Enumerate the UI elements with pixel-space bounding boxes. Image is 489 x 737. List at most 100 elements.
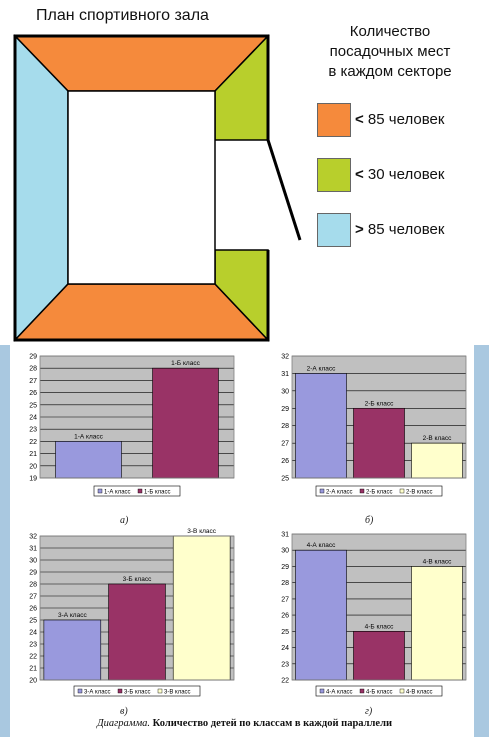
legend-swatch-orange [317,103,351,137]
caption-prefix: Диаграмма. [96,718,151,729]
y-tick-label: 30 [281,548,289,555]
y-tick-label: 28 [29,366,37,373]
plot-frame [291,533,467,681]
legend-swatch [399,488,405,494]
hall-plan-title: План спортивного зала [36,7,209,24]
legend-entry: 4-Б класс [366,689,392,695]
bar [43,619,102,681]
legend-text-blue: 85 человек [363,221,445,238]
bar [411,566,463,681]
y-tick-label: 22 [29,654,37,661]
bar [295,549,347,681]
legend-heading-line-3: в каждом секторе [328,63,452,80]
chart-grade-1: 19 20 21 22 23 24 25 26 27 28 29 1-А класс 1-Б класс… [29,354,235,497]
y-tick-label: 30 [281,388,289,395]
open-side-line [266,139,302,241]
legend-sign-orange: < [355,111,364,128]
bar [55,441,122,479]
y-tick-label: 29 [281,406,289,413]
legend-entry: 3-Б класс [124,689,150,695]
y-tick-label: 29 [29,570,37,577]
legend-box [315,485,443,497]
legend-entry: 1-Б класс [144,489,170,495]
y-tick-label: 23 [29,427,37,434]
y-tick-label: 25 [281,476,289,483]
y-tick-label: 28 [281,580,289,587]
y-tick-label: 29 [281,564,289,571]
y-tick-label: 19 [29,476,37,483]
chart-grade-3: 20 21 22 23 24 25 26 27 28 29 30 31 32 3-А класс 3-Б к… [29,528,235,697]
caption-text: Количество детей по классам в каждой пар… [150,718,393,729]
y-tick-label: 22 [281,678,289,685]
bar [411,442,463,479]
panel-letter-g: г) [365,706,373,717]
panel-letter-a: а) [120,515,129,526]
left-edge-strip [0,345,10,737]
legend-swatch [319,688,325,694]
y-tick-label: 28 [29,582,37,589]
legend-swatch [77,688,83,694]
chart-grade-2: 25 26 27 28 29 30 31 32 2-А класс 2-Б класс 2-В кл… [281,354,467,497]
legend-entry: 3-А класс [84,689,111,695]
legend-box [315,685,443,697]
y-tick-label: 23 [29,642,37,649]
legend-heading-line-2: посадочных мест [329,43,451,60]
legend-swatch [157,688,163,694]
figure-caption: Диаграмма. Количество детей по классам в… [0,718,489,729]
bar-data-label: 2-А класс [307,365,336,372]
bar [152,367,219,479]
legend-swatch-green [317,158,351,192]
y-tick-label: 29 [29,354,37,361]
bar-data-label: 3-А класс [58,612,87,619]
legend-swatch [399,688,405,694]
y-tick-label: 21 [29,666,37,673]
legend-sign-green: < [355,166,364,183]
legend-text-orange: 85 человек [363,111,445,128]
y-tick-label: 30 [29,558,37,565]
right-edge-strip [474,345,489,737]
y-tick-label: 27 [281,441,289,448]
legend-entry: 3-В класс [164,689,191,695]
y-tick-label: 24 [29,630,37,637]
panel-letter-b: б) [365,515,374,526]
bar-data-label: 4-В класс [423,558,452,565]
y-tick-label: 20 [29,463,37,470]
y-tick-label: 23 [281,661,289,668]
y-tick-label: 26 [281,458,289,465]
bar [108,583,166,681]
bar [172,535,231,681]
y-tick-label: 32 [281,354,289,361]
y-tick-label: 27 [29,594,37,601]
y-tick-label: 20 [29,678,37,685]
y-tick-label: 25 [29,402,37,409]
legend-label-green: < 30 человек [355,166,444,183]
y-tick-label: 31 [281,532,289,539]
y-tick-label: 24 [281,645,289,652]
legend-entry: 2-В класс [406,489,433,495]
hall-floor [67,90,216,285]
legend-entry: 4-А класс [326,689,353,695]
legend-label-orange: < 85 человек [355,111,444,128]
bar-data-label: 2-В класс [423,435,452,442]
legend-swatch [359,688,365,694]
legend-swatch-blue [317,213,351,247]
bar [295,373,347,479]
legend-label-blue: > 85 человек [355,221,444,238]
legend-swatch [137,488,143,494]
y-tick-label: 26 [29,606,37,613]
legend-entry: 2-Б класс [366,489,392,495]
legend-heading: Количество посадочных мест в каждом сект… [300,22,480,82]
chart-grade-4: 22 23 24 25 26 27 28 29 30 31 4-А класс 4-Б класс 4-… [281,532,467,697]
y-tick-label: 32 [29,534,37,541]
legend-entry: 1-А класс [104,489,131,495]
legend-swatch [319,488,325,494]
bar-data-label: 4-А класс [307,542,336,549]
bar-data-label: 3-Б класс [123,576,152,583]
plot-frame [39,535,235,681]
legend-box [93,485,181,497]
y-tick-label: 31 [29,546,37,553]
y-tick-label: 26 [281,613,289,620]
y-tick-label: 25 [29,618,37,625]
bar-data-label: 1-Б класс [171,360,200,367]
bar-data-label: 4-Б класс [365,623,394,630]
